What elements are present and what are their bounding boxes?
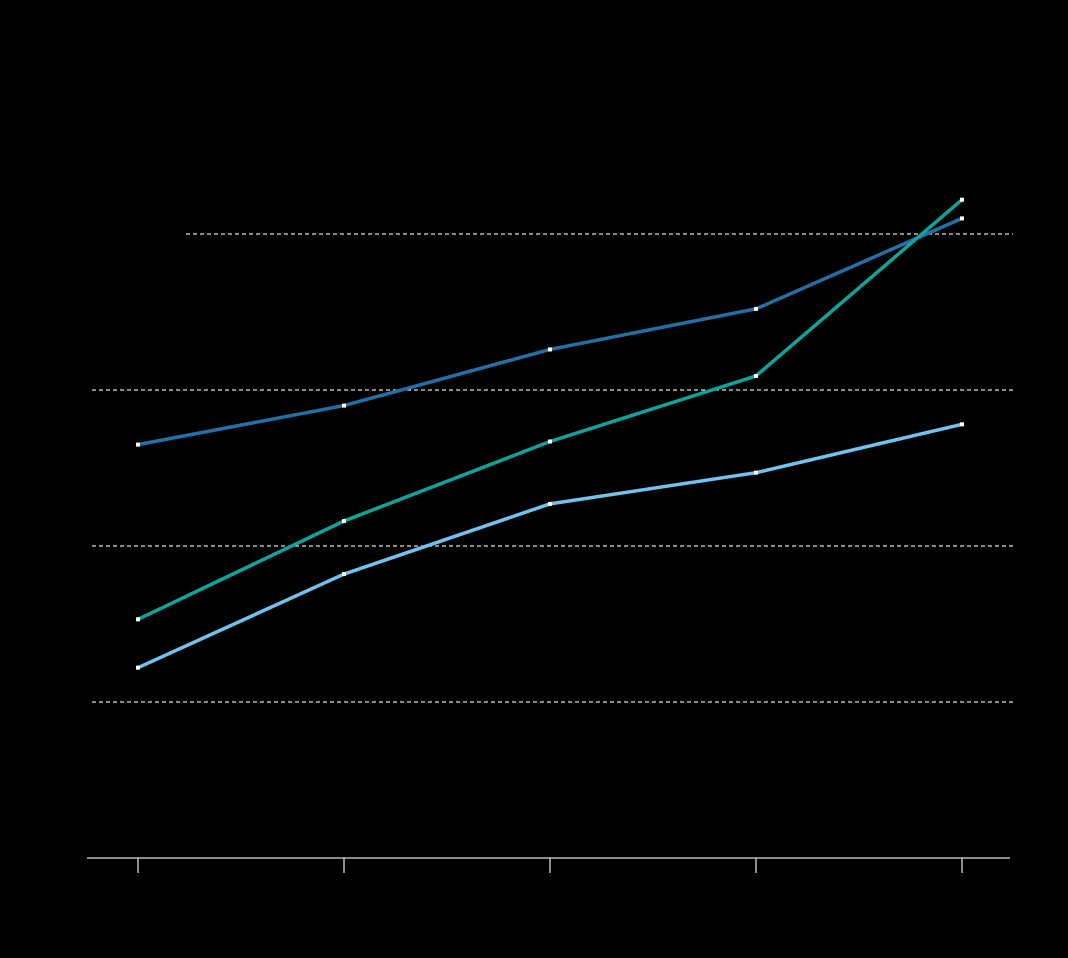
point-marker bbox=[754, 373, 758, 378]
point-marker bbox=[960, 197, 964, 202]
point-marker bbox=[960, 422, 964, 427]
point-marker bbox=[960, 216, 964, 221]
point-marker bbox=[136, 617, 140, 622]
point-marker bbox=[342, 519, 346, 524]
point-marker bbox=[548, 347, 552, 352]
point-marker bbox=[548, 501, 552, 506]
point-marker bbox=[754, 470, 758, 475]
point-marker bbox=[548, 439, 552, 444]
point-marker bbox=[342, 572, 346, 577]
point-marker bbox=[136, 665, 140, 670]
point-marker bbox=[136, 442, 140, 447]
point-marker bbox=[754, 306, 758, 311]
point-marker bbox=[342, 403, 346, 408]
